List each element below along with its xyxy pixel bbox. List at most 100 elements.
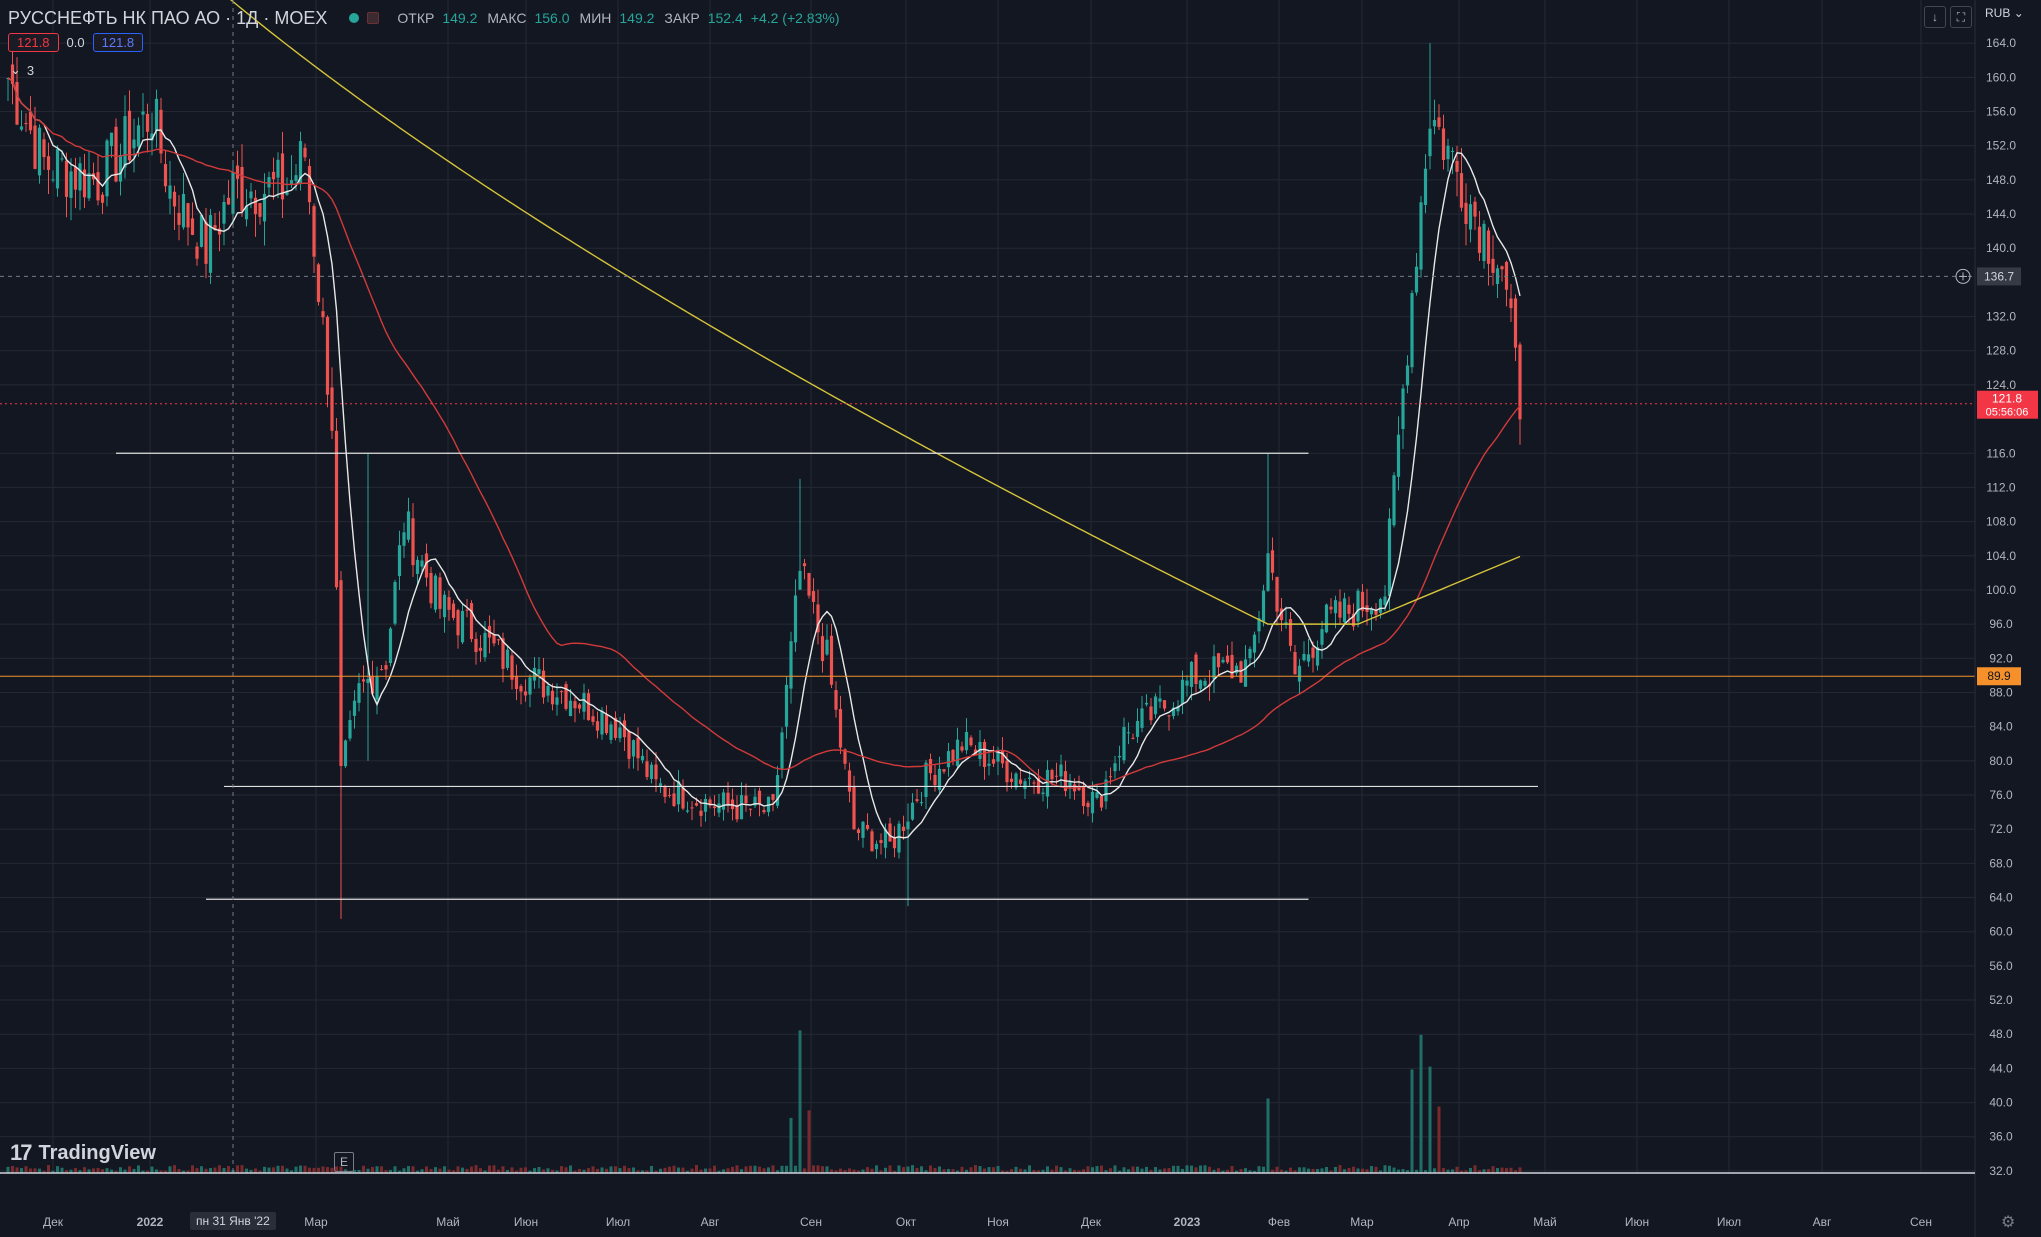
volume-bar (1082, 1169, 1085, 1173)
fullscreen-button[interactable]: ⛶ (1950, 6, 1972, 28)
currency-selector[interactable]: RUB ⌄ (1985, 6, 2024, 20)
candle-body (582, 693, 586, 712)
volume-bar (600, 1167, 604, 1173)
price-axis-tick: 96.0 (1989, 617, 2013, 631)
time-axis-label: Май (436, 1215, 460, 1229)
volume-bar (1244, 1168, 1247, 1173)
price-axis-tick: 104.0 (1986, 549, 2016, 563)
volume-bar (686, 1170, 689, 1173)
candle-body (568, 700, 573, 716)
volume-bar (861, 1169, 865, 1173)
volume-bar (1361, 1168, 1364, 1173)
symbol-title[interactable]: РУССНЕФТЬ НК ПАО АО · 1Д · MOEX (8, 7, 328, 28)
candle-body (1126, 732, 1131, 734)
price-axis-tick: 76.0 (1989, 788, 2013, 802)
candle-body (1491, 258, 1495, 273)
volume-bar (533, 1168, 536, 1173)
candle-body (879, 840, 883, 843)
candle-body (87, 173, 91, 199)
volume-bar (735, 1165, 739, 1173)
candle-body (685, 810, 690, 812)
flag-icon[interactable] (367, 12, 380, 24)
candle-body (1342, 598, 1347, 623)
candle-body (1329, 606, 1333, 610)
candle-body (771, 794, 775, 800)
volume-bar (1163, 1168, 1166, 1173)
volume-bar (1392, 1167, 1396, 1173)
volume-bar (200, 1166, 203, 1173)
volume-bar (87, 1169, 91, 1173)
candle-body (834, 690, 838, 710)
candle-body (348, 720, 352, 739)
volume-bar (506, 1170, 509, 1173)
candle-body (357, 683, 361, 703)
candle-body (1050, 770, 1054, 780)
volume-bar (1046, 1166, 1049, 1173)
candle-body (604, 714, 609, 734)
candle-body (1356, 590, 1360, 622)
volume-bar (645, 1170, 649, 1173)
candle-body (802, 563, 807, 567)
volume-bar (1050, 1169, 1054, 1173)
chevron-down-icon: ⌄ (2013, 6, 2024, 20)
volume-bar (137, 1165, 140, 1173)
price-axis-tick: 40.0 (1989, 1096, 2013, 1110)
candle-body (352, 700, 357, 716)
volume-bar (1140, 1168, 1144, 1173)
volume-bar (398, 1170, 401, 1173)
indicators-toggle[interactable]: ⌄ 3 (10, 62, 34, 78)
earnings-event-marker[interactable]: E (334, 1152, 354, 1172)
candle-body (1297, 665, 1302, 682)
volume-bar (1095, 1166, 1099, 1173)
candle-body (928, 759, 933, 774)
candle-body (784, 684, 789, 727)
candle-body (465, 609, 469, 611)
volume-bar (663, 1167, 667, 1173)
volume-bar (825, 1166, 829, 1173)
candle-body (1414, 266, 1419, 293)
volume-bar (497, 1169, 500, 1173)
volume-bar (15, 1167, 19, 1173)
tradingview-logo[interactable]: 17 TradingView (10, 1140, 156, 1166)
price-axis-tick: 132.0 (1986, 310, 2016, 324)
level-price-badge (1977, 667, 2021, 686)
volume-bar (1158, 1169, 1162, 1173)
candle-body (316, 264, 321, 302)
volume-bar (1325, 1166, 1328, 1173)
sell-button[interactable]: 121.8 (8, 33, 59, 52)
volume-bar (1487, 1169, 1490, 1173)
volume-bar (717, 1170, 721, 1173)
candle-body (456, 610, 460, 636)
candle-body (735, 805, 739, 820)
candle-body (235, 165, 240, 179)
volume-bar (1181, 1168, 1184, 1173)
volume-bar (177, 1169, 181, 1173)
time-axis-label: Июн (1625, 1215, 1649, 1229)
time-axis-label: 2023 (1174, 1215, 1201, 1229)
candle-body (982, 741, 987, 768)
candle-body (1351, 613, 1356, 627)
buy-button[interactable]: 121.8 (92, 33, 144, 52)
candle-body (1122, 726, 1126, 761)
volume-bar (726, 1168, 730, 1173)
candle-body (793, 595, 798, 643)
volume-bar (555, 1170, 559, 1173)
price-axis-tick: 52.0 (1989, 993, 2013, 1007)
add-alert-icon[interactable] (1955, 268, 1971, 284)
time-axis-label: Май (1533, 1215, 1557, 1229)
volume-bar (1217, 1168, 1220, 1173)
candle-body (550, 690, 555, 705)
volume-bar (1437, 1106, 1441, 1173)
candle-body (330, 387, 334, 431)
gear-icon[interactable]: ⚙ (2001, 1214, 2016, 1231)
volume-bar (1370, 1166, 1373, 1173)
candle-body (1423, 168, 1428, 205)
volume-bar (195, 1168, 199, 1173)
candle-body (1086, 802, 1090, 808)
candle-body (154, 98, 159, 132)
download-button[interactable]: ↓ (1924, 6, 1946, 28)
volume-bar (987, 1167, 991, 1173)
price-axis-tick: 68.0 (1989, 856, 2013, 870)
